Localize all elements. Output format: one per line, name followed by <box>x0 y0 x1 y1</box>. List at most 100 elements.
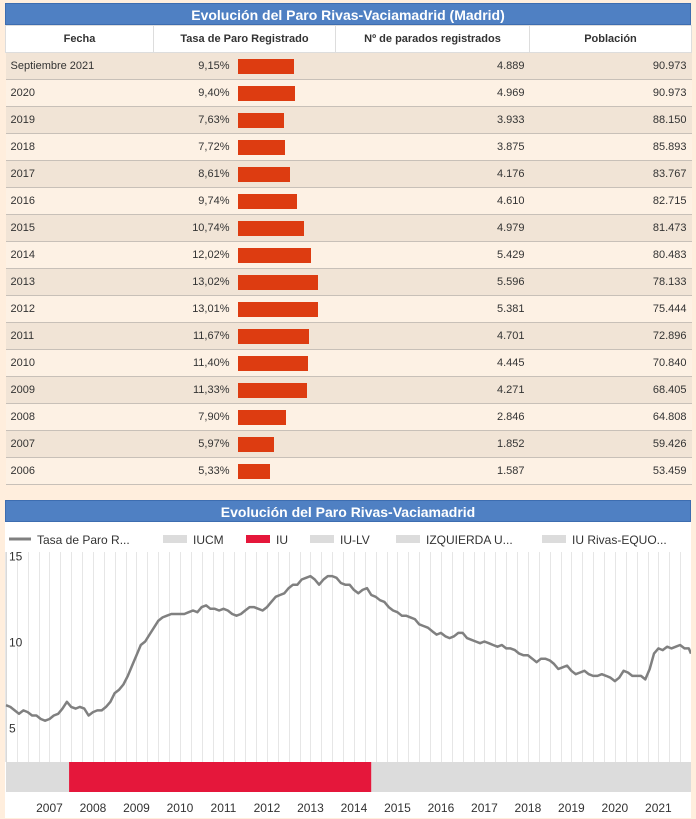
cell-parados: 2.846 <box>335 403 530 431</box>
rate-value: 5,97% <box>198 438 230 450</box>
table-row: Septiembre 2021 9,15% 4.889 90.973 <box>5 52 692 80</box>
table-row: 2010 11,40% 4.445 70.840 <box>5 349 692 377</box>
rate-bar <box>237 274 318 290</box>
table-row: 2017 8,61% 4.176 83.767 <box>5 160 692 188</box>
table-row: 2009 11,33% 4.271 68.405 <box>5 376 692 404</box>
cell-fecha: 2008 <box>5 403 154 431</box>
chart-panel: Evolución del Paro Rivas-Vaciamadrid Tas… <box>5 500 691 818</box>
cell-parados: 4.610 <box>335 187 530 215</box>
x-tick-label: 2017 <box>471 801 498 815</box>
cell-poblacion: 68.405 <box>529 376 692 404</box>
cell-tasa: 11,40% <box>153 349 336 377</box>
cell-tasa: 9,40% <box>153 79 336 107</box>
cell-poblacion: 72.896 <box>529 322 692 350</box>
cell-parados: 3.933 <box>335 106 530 134</box>
table-row: 2018 7,72% 3.875 85.893 <box>5 133 692 161</box>
legend-item[interactable]: IU Rivas-EQUO... <box>542 533 667 547</box>
unemployment-chart[interactable]: Tasa de Paro R... IUCM IU IU-LV IZQUIERDA U.… <box>5 522 691 818</box>
cell-poblacion: 81.473 <box>529 214 692 242</box>
cell-fecha: 2010 <box>5 349 154 377</box>
x-tick-label: 2009 <box>123 801 150 815</box>
table-row: 2014 12,02% 5.429 80.483 <box>5 241 692 269</box>
table-title: Evolución del Paro Rivas-Vaciamadrid (Ma… <box>5 3 691 25</box>
y-tick-label: 10 <box>9 636 23 650</box>
rate-bar <box>237 409 287 425</box>
cell-poblacion: 75.444 <box>529 295 692 323</box>
cell-fecha: 2013 <box>5 268 154 296</box>
cell-fecha: Septiembre 2021 <box>5 52 154 80</box>
rate-value: 9,15% <box>198 60 230 72</box>
cell-fecha: 2019 <box>5 106 154 134</box>
table-row: 2013 13,02% 5.596 78.133 <box>5 268 692 296</box>
legend-item[interactable]: IU <box>246 533 288 547</box>
y-tick-label: 15 <box>9 549 23 563</box>
rate-value: 13,02% <box>192 276 230 288</box>
table-row: 2007 5,97% 1.852 59.426 <box>5 430 692 458</box>
rate-value: 7,72% <box>198 141 230 153</box>
x-tick-label: 2014 <box>341 801 368 815</box>
cell-tasa: 11,67% <box>153 322 336 350</box>
legend-item[interactable]: Tasa de Paro R... <box>9 533 130 547</box>
party-band <box>69 762 372 792</box>
header-parados[interactable]: Nº de parados registrados <box>335 25 530 53</box>
unemployment-table-panel: Evolución del Paro Rivas-Vaciamadrid (Ma… <box>5 3 692 485</box>
cell-fecha: 2007 <box>5 430 154 458</box>
cell-poblacion: 59.426 <box>529 430 692 458</box>
rate-bar <box>237 193 298 209</box>
cell-fecha: 2017 <box>5 160 154 188</box>
legend-item[interactable]: IZQUIERDA U... <box>396 533 513 547</box>
rate-bar <box>237 220 304 236</box>
table-row: 2016 9,74% 4.610 82.715 <box>5 187 692 215</box>
cell-tasa: 7,90% <box>153 403 336 431</box>
cell-parados: 4.979 <box>335 214 530 242</box>
legend-item[interactable]: IU-LV <box>310 533 370 547</box>
header-poblacion[interactable]: Población <box>529 25 692 53</box>
x-tick-label: 2012 <box>254 801 281 815</box>
rate-bar <box>237 85 296 101</box>
cell-fecha: 2011 <box>5 322 154 350</box>
cell-tasa: 13,01% <box>153 295 336 323</box>
cell-tasa: 7,72% <box>153 133 336 161</box>
cell-parados: 4.701 <box>335 322 530 350</box>
cell-poblacion: 80.483 <box>529 241 692 269</box>
cell-poblacion: 90.973 <box>529 52 692 80</box>
table-header-row: Fecha Tasa de Paro Registrado Nº de para… <box>5 25 692 53</box>
cell-tasa: 9,74% <box>153 187 336 215</box>
legend-item[interactable]: IUCM <box>163 533 224 547</box>
table-row: 2020 9,40% 4.969 90.973 <box>5 79 692 107</box>
cell-tasa: 5,97% <box>153 430 336 458</box>
chart-title: Evolución del Paro Rivas-Vaciamadrid <box>5 500 691 522</box>
x-tick-label: 2018 <box>515 801 542 815</box>
party-band <box>6 762 70 792</box>
cell-tasa: 13,02% <box>153 268 336 296</box>
rate-bar <box>237 247 312 263</box>
rate-value: 10,74% <box>192 222 230 234</box>
cell-parados: 1.852 <box>335 430 530 458</box>
x-tick-label: 2015 <box>384 801 411 815</box>
rate-value: 11,40% <box>193 357 230 369</box>
cell-parados: 3.875 <box>335 133 530 161</box>
rate-bar <box>237 301 318 317</box>
header-tasa[interactable]: Tasa de Paro Registrado <box>153 25 336 53</box>
cell-poblacion: 64.808 <box>529 403 692 431</box>
rate-value: 11,67% <box>193 330 230 342</box>
legend-box-swatch <box>396 535 420 543</box>
rate-bar <box>237 112 285 128</box>
cell-tasa: 12,02% <box>153 241 336 269</box>
cell-tasa: 7,63% <box>153 106 336 134</box>
rate-value: 7,90% <box>198 411 230 423</box>
cell-parados: 4.889 <box>335 52 530 80</box>
cell-parados: 4.176 <box>335 160 530 188</box>
legend-label: IZQUIERDA U... <box>426 533 513 547</box>
cell-fecha: 2014 <box>5 241 154 269</box>
legend-box-swatch <box>246 535 270 543</box>
cell-poblacion: 53.459 <box>529 457 692 485</box>
x-tick-label: 2020 <box>602 801 629 815</box>
cell-parados: 4.445 <box>335 349 530 377</box>
rate-value: 13,01% <box>192 303 230 315</box>
rate-bar <box>237 436 275 452</box>
x-tick-label: 2019 <box>558 801 585 815</box>
cell-tasa: 11,33% <box>153 376 336 404</box>
header-fecha[interactable]: Fecha <box>5 25 154 53</box>
legend-label: IU <box>276 533 288 547</box>
